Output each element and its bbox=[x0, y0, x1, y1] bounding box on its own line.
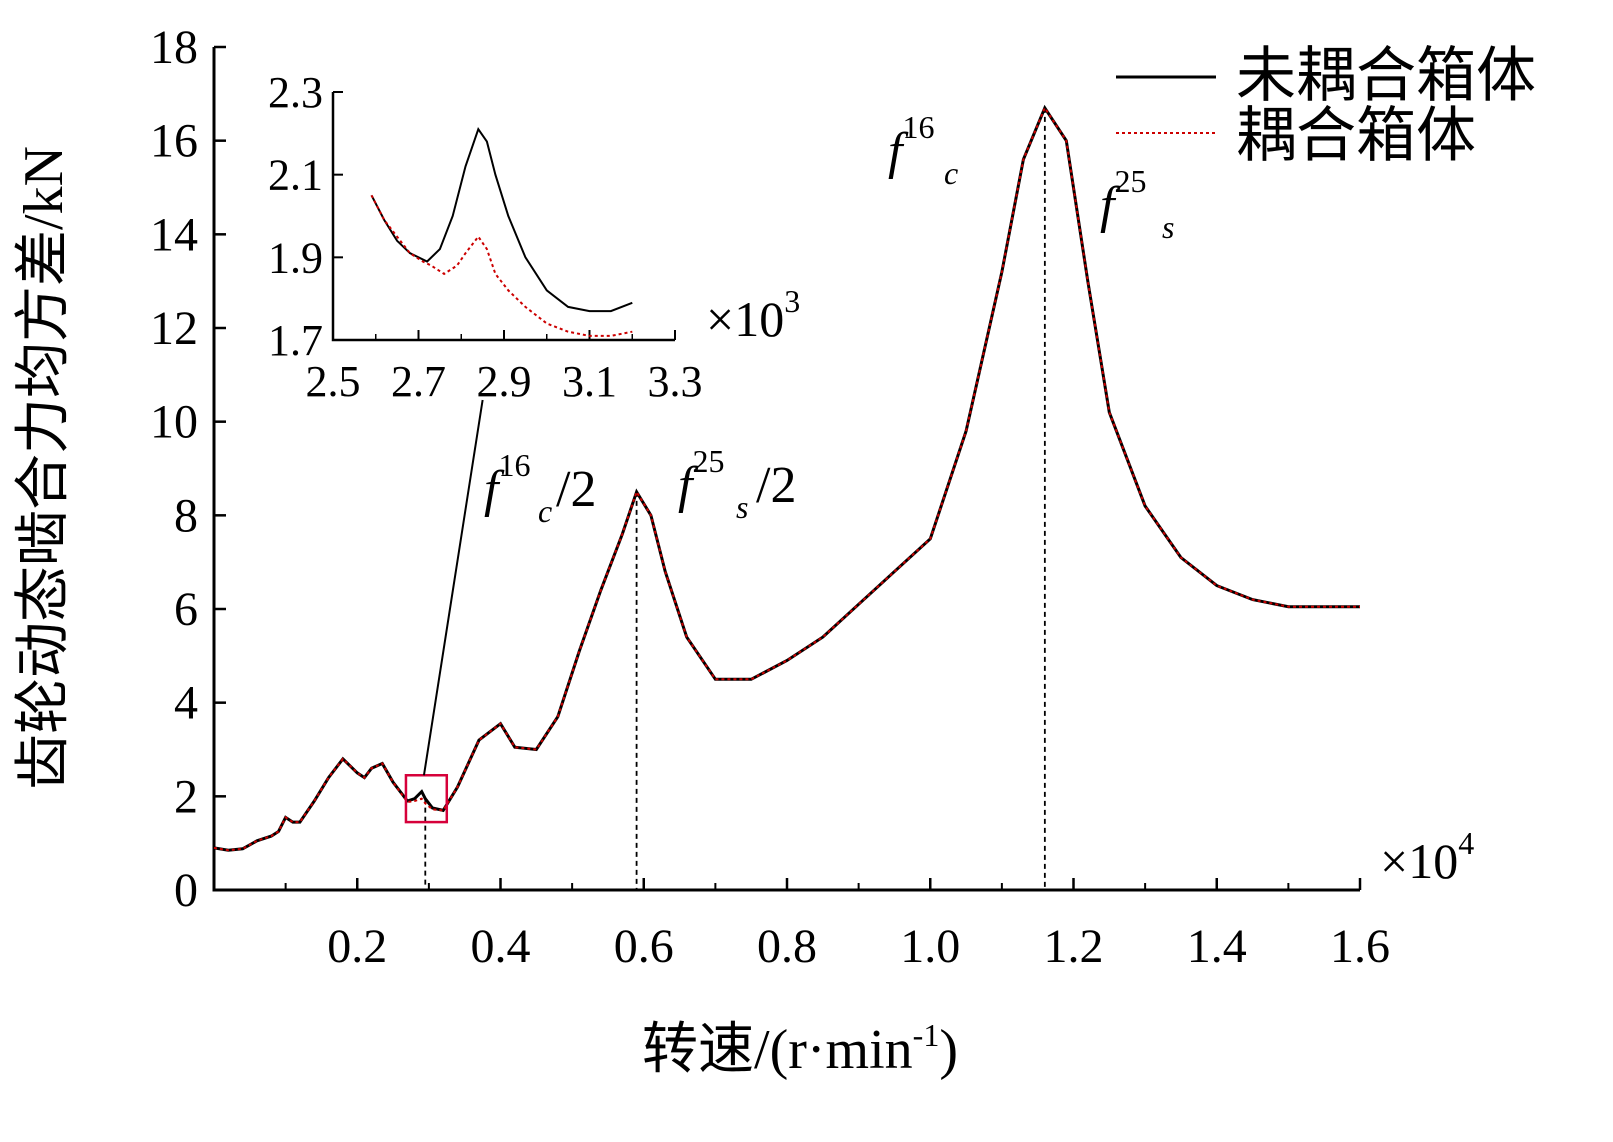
x-tick-label: 0.2 bbox=[327, 920, 387, 973]
main-y-ticks: 0 2 4 6 8 10 12 14 16 18 bbox=[150, 21, 226, 917]
y-tick-label: 12 bbox=[150, 302, 198, 355]
x-axis-title-sup: -1 bbox=[913, 1017, 940, 1053]
x-tick-label: 0.8 bbox=[757, 920, 817, 973]
inset-y-tick-label: 2.3 bbox=[268, 68, 323, 117]
inset-x-ticks: 2.5 2.7 2.9 3.1 3.3 bbox=[306, 330, 703, 406]
legend: 未耦合箱体 耦合箱体 bbox=[1116, 43, 1536, 169]
y-tick-label: 10 bbox=[150, 396, 198, 449]
inset-x-tick-label: 2.5 bbox=[306, 357, 361, 406]
inset-series-line-uncoupled bbox=[370, 127, 633, 313]
annotation-fc16: f16c bbox=[888, 109, 958, 191]
annotation-fc16-half-sup: 16 bbox=[498, 447, 530, 483]
annotation-fs25-half-suffix: /2 bbox=[756, 457, 796, 514]
inset-x-tick-label: 2.7 bbox=[391, 357, 446, 406]
annotation-fc16-half-suffix: /2 bbox=[556, 461, 596, 518]
y-tick-label: 16 bbox=[150, 115, 198, 168]
inset-x-tick-label: 3.1 bbox=[562, 357, 617, 406]
y-tick-label: 4 bbox=[174, 677, 198, 730]
zoom-box bbox=[404, 774, 449, 824]
annotation-fs25-half-sub: s bbox=[736, 489, 748, 525]
y-tick-label: 8 bbox=[174, 489, 198, 542]
main-x-ticks: 0.2 0.4 0.6 0.8 1.0 1.2 1.4 1.6 bbox=[284, 878, 1390, 973]
annotation-fc16-sub: c bbox=[944, 155, 958, 191]
x-tick-label: 0.4 bbox=[471, 920, 531, 973]
main-plot: 0.2 0.4 0.6 0.8 1.0 1.2 1.4 1.6 0 2 4 6 8 10 12 14 16 18 bbox=[150, 21, 1390, 973]
legend-label-uncoupled: 未耦合箱体 bbox=[1236, 43, 1536, 109]
annotation-fs25-sub: s bbox=[1162, 209, 1174, 245]
inset-y-tick-label: 1.9 bbox=[268, 233, 323, 282]
x-axis-title: 转速/(r·min-1) bbox=[642, 1017, 958, 1081]
inset-y-tick-label: 1.7 bbox=[268, 316, 323, 365]
y-tick-label: 14 bbox=[150, 208, 198, 261]
y-tick-label: 18 bbox=[150, 21, 198, 74]
annotation-fs25-half-sup: 25 bbox=[692, 443, 724, 479]
inset-plot: 2.5 2.7 2.9 3.1 3.3 1.7 1.9 2.1 2.3 ×103 bbox=[268, 68, 800, 406]
x-tick-label: 1.4 bbox=[1187, 920, 1247, 973]
inset-y-ticks: 1.7 1.9 2.1 2.3 bbox=[268, 68, 343, 365]
x-axis-multiplier: ×104 bbox=[1380, 825, 1474, 889]
x-tick-label: 1.2 bbox=[1044, 920, 1104, 973]
inset-y-tick-label: 2.1 bbox=[268, 151, 323, 200]
inset-series-line-coupled bbox=[370, 194, 633, 337]
series-line-coupled bbox=[213, 105, 1360, 852]
main-reference-lines bbox=[424, 107, 1046, 890]
y-axis-title: 齿轮动态啮合力均方差/kN bbox=[13, 146, 75, 790]
x-axis-title-close: ) bbox=[939, 1019, 958, 1081]
inset-axes bbox=[331, 92, 675, 342]
y-tick-label: 6 bbox=[174, 583, 198, 636]
x-tick-label: 0.6 bbox=[614, 920, 674, 973]
inset-x-multiplier-base: ×10 bbox=[706, 291, 784, 347]
x-axis-multiplier-exp: 4 bbox=[1458, 825, 1474, 861]
inset-x-tick-label: 2.9 bbox=[477, 357, 532, 406]
annotation-fs25-sup: 25 bbox=[1114, 163, 1146, 199]
x-tick-label: 1.0 bbox=[900, 920, 960, 973]
annotation-fc16-half-sub: c bbox=[538, 493, 552, 529]
inset-x-multiplier: ×103 bbox=[706, 283, 800, 347]
inset-x-multiplier-exp: 3 bbox=[784, 283, 800, 319]
annotation-fc16-sup: 16 bbox=[902, 109, 934, 145]
annotation-fc16-half: f16c/2 bbox=[484, 447, 596, 529]
x-tick-label: 1.6 bbox=[1330, 920, 1390, 973]
inset-x-tick-label: 3.3 bbox=[648, 357, 703, 406]
annotation-fs25-half: f25s/2 bbox=[678, 443, 796, 525]
legend-label-coupled: 耦合箱体 bbox=[1236, 103, 1476, 169]
zoom-connector-line bbox=[422, 399, 484, 776]
x-axis-multiplier-base: ×10 bbox=[1380, 833, 1458, 889]
annotation-fs25: f25s bbox=[1100, 163, 1174, 245]
x-axis-title-main: 转速/(r·min bbox=[642, 1019, 913, 1081]
y-tick-label: 2 bbox=[174, 770, 198, 823]
y-tick-label: 0 bbox=[174, 864, 198, 917]
